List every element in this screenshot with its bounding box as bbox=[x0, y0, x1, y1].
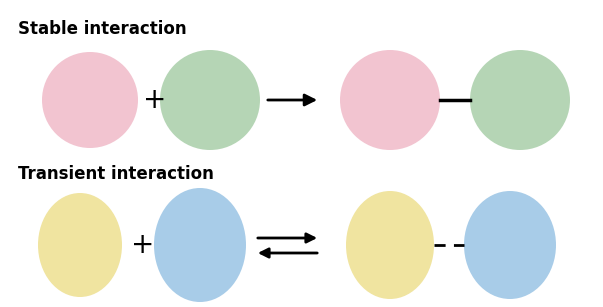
Ellipse shape bbox=[160, 50, 260, 150]
Ellipse shape bbox=[38, 193, 122, 297]
Ellipse shape bbox=[340, 50, 440, 150]
Ellipse shape bbox=[42, 52, 138, 148]
Ellipse shape bbox=[464, 191, 556, 299]
Text: Stable interaction: Stable interaction bbox=[18, 20, 186, 38]
Text: +: + bbox=[144, 86, 166, 114]
Text: +: + bbox=[131, 231, 155, 259]
Ellipse shape bbox=[154, 188, 246, 302]
Text: Transient interaction: Transient interaction bbox=[18, 165, 214, 183]
Ellipse shape bbox=[346, 191, 434, 299]
Ellipse shape bbox=[470, 50, 570, 150]
